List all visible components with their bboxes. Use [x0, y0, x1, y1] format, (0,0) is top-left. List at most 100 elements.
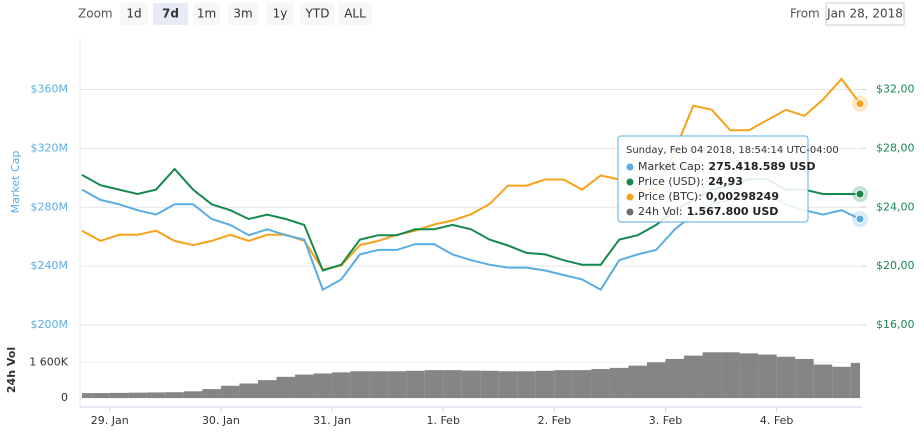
volume-bar	[332, 372, 351, 398]
volume-bar	[146, 392, 166, 398]
tooltip-label: 24h Vol:	[638, 205, 683, 218]
tooltip-label: Market Cap:	[638, 160, 704, 173]
volume-bar	[350, 371, 370, 398]
volume-bar	[480, 370, 499, 398]
volume-bar	[369, 371, 388, 398]
y-tick-label: $320M	[31, 141, 69, 154]
volume-bar	[165, 392, 184, 398]
volume-bar	[721, 352, 740, 398]
vol-axis-title: 24h Vol	[5, 347, 18, 393]
zoom-button[interactable]: 1m	[193, 3, 220, 25]
zoom-button[interactable]: YTD	[300, 3, 335, 25]
volume-bar	[591, 369, 610, 398]
y-tick-label: $280M	[31, 200, 69, 213]
volume-bar	[220, 385, 240, 398]
volume-bar	[313, 373, 333, 398]
zoom-button[interactable]: ALL	[338, 3, 372, 25]
y2-tick-label: $32,00	[876, 83, 915, 96]
x-tick-label: 30. Jan	[202, 414, 240, 427]
tooltip-dot	[626, 178, 634, 186]
zoom-button-label[interactable]: YTD	[305, 7, 330, 21]
volume-bar	[257, 380, 277, 398]
zoom-button-bg[interactable]	[193, 3, 220, 25]
y-tick-label: $240M	[31, 259, 69, 272]
zoom-button-label[interactable]: 1m	[197, 7, 216, 21]
tooltip-value: 1.567.800 USD	[687, 205, 779, 218]
y2-tick-label: $24,00	[876, 200, 915, 213]
volume-bar	[628, 365, 647, 398]
volume-bar	[758, 354, 777, 398]
volume-bar	[82, 393, 92, 398]
zoom-button-label[interactable]: 1y	[273, 7, 288, 21]
zoom-button-label[interactable]: ALL	[344, 7, 366, 21]
x-tick-label: 31. Jan	[313, 414, 351, 427]
volume-bar	[572, 370, 592, 398]
y-tick-label: 1 600K	[29, 355, 68, 368]
volume-bar	[850, 363, 860, 398]
volume-bar	[535, 370, 555, 398]
hover-marker	[855, 214, 865, 224]
zoom-button-label[interactable]: 7d	[162, 7, 179, 21]
tooltip-dot	[626, 163, 634, 171]
volume-bar	[776, 356, 796, 398]
tooltip-label: Price (USD):	[638, 175, 704, 188]
volume-bar	[387, 371, 407, 398]
zoom-button-label[interactable]: 3m	[233, 7, 252, 21]
zoom-button-bg[interactable]	[266, 3, 294, 25]
y-tick-label: $200M	[31, 318, 69, 331]
tooltip-box	[617, 135, 809, 223]
y2-tick-label: $28,00	[876, 141, 915, 154]
x-tick-label: 29. Jan	[91, 414, 129, 427]
series-line	[81, 77, 861, 271]
volume-bar	[128, 392, 147, 398]
tooltip-dot	[626, 193, 634, 201]
tooltip-dot	[626, 208, 634, 216]
volume-bar	[517, 371, 536, 398]
volume-bar	[91, 393, 110, 398]
zoom-button[interactable]: 1y	[266, 3, 294, 25]
y2-tick-label: $16,00	[876, 318, 915, 331]
zoom-button-bg[interactable]	[153, 3, 188, 25]
zoom-label: Zoom	[78, 7, 113, 21]
tooltip-label: Price (BTC):	[638, 190, 702, 203]
volume-bar	[609, 367, 629, 398]
zoom-button-bg[interactable]	[120, 3, 148, 25]
hover-marker	[855, 99, 865, 109]
tooltip-value: 0,00298249	[706, 190, 779, 203]
x-tick-label: 1. Feb	[426, 414, 459, 427]
from-label: From	[790, 7, 820, 21]
x-tick-label: 2. Feb	[538, 414, 571, 427]
volume-bar	[109, 392, 129, 398]
tooltip-date: Sunday, Feb 04 2018, 18:54:14 UTC-04:00	[626, 145, 839, 156]
tooltip-value: 24,93	[708, 175, 743, 188]
zoom-button-bg[interactable]	[228, 3, 258, 25]
y-tick-label: $360M	[31, 83, 69, 96]
zoom-button-label[interactable]: 1d	[126, 7, 141, 21]
volume-bar	[646, 362, 666, 398]
tooltip-value: 275.418.589 USD	[708, 160, 815, 173]
zoom-button[interactable]: 1d	[120, 3, 148, 25]
y-tick-label: 0	[61, 391, 68, 404]
y-axis-title: Market Cap	[9, 151, 22, 214]
volume-bar	[739, 353, 759, 398]
volume-bar	[498, 371, 518, 398]
date-input[interactable]	[825, 2, 905, 26]
volume-bar	[554, 370, 573, 398]
volume-bar	[684, 355, 703, 398]
zoom-button[interactable]: 7d	[153, 3, 188, 25]
volume-bar	[795, 358, 814, 398]
zoom-button-bg[interactable]	[300, 3, 335, 25]
volume-bar	[424, 370, 444, 398]
x-tick-label: 3. Feb	[649, 414, 682, 427]
zoom-button-bg[interactable]	[338, 3, 372, 25]
y2-tick-label: $20,00	[876, 259, 915, 272]
volume-bar	[183, 391, 203, 398]
tooltip: Sunday, Feb 04 2018, 18:54:14 UTC-04:00 M…	[617, 135, 839, 223]
volume-bar	[461, 370, 481, 398]
volume-bar	[702, 352, 722, 398]
date-input-value[interactable]: Jan 28, 2018	[826, 7, 903, 21]
volume-bar	[443, 370, 462, 398]
hover-marker	[855, 189, 865, 199]
zoom-button[interactable]: 3m	[228, 3, 258, 25]
